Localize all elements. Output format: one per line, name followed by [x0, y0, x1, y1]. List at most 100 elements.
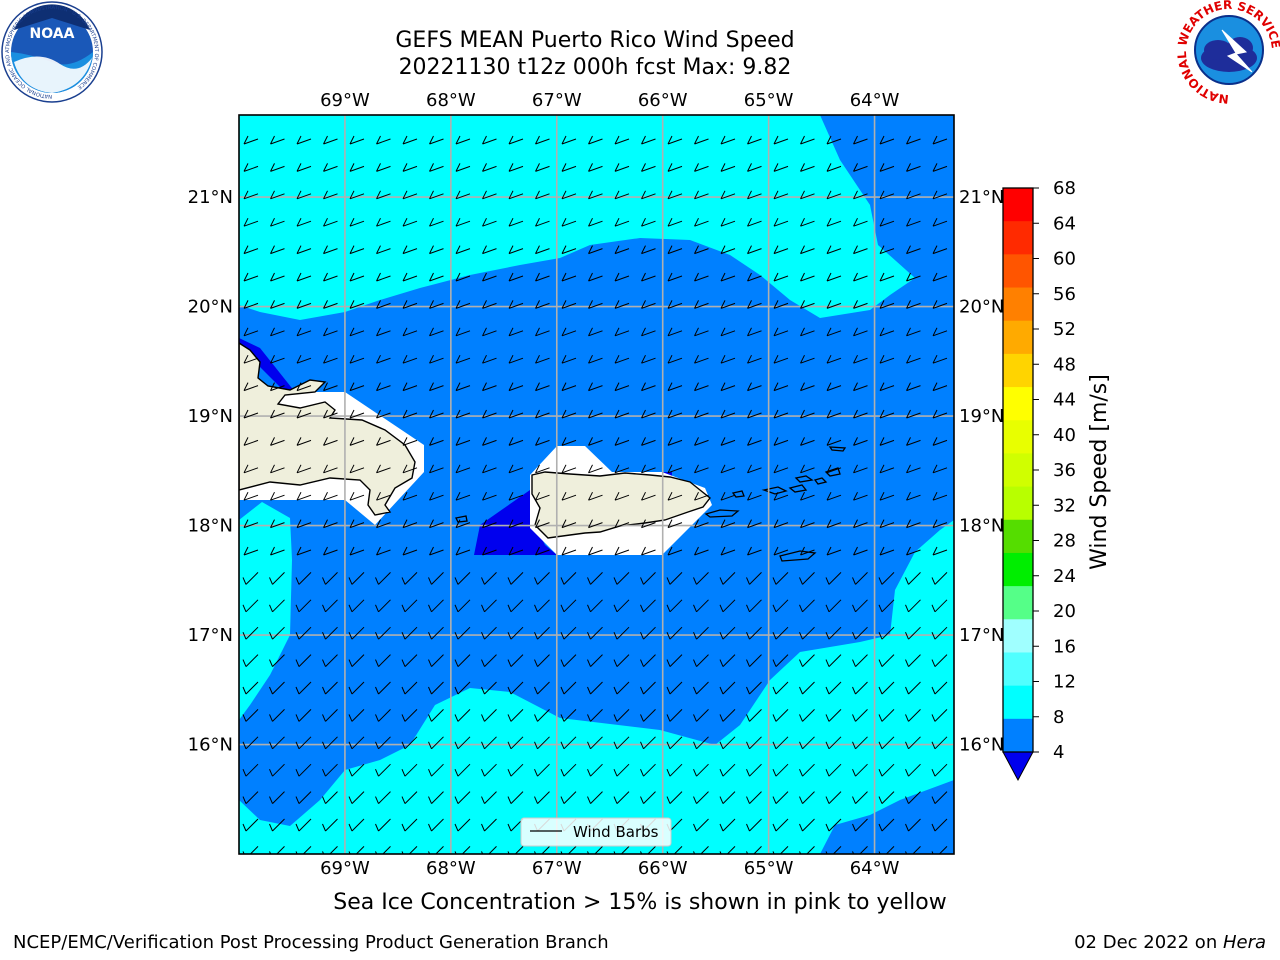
wind-barb [429, 135, 444, 145]
wind-barb [613, 846, 630, 854]
wind-barb [270, 327, 285, 337]
wind-barb [507, 572, 524, 585]
wind-barb [243, 135, 259, 145]
wind-barb [747, 327, 762, 337]
wind-barb [931, 763, 948, 777]
wind-barb [402, 272, 418, 282]
wind-barb [588, 272, 603, 282]
wind-barb [852, 681, 868, 695]
wind-barb [773, 217, 789, 227]
wind-barb [323, 382, 338, 392]
wind-barb [323, 464, 338, 474]
wind-barb [455, 409, 471, 419]
wind-barb [773, 245, 789, 255]
wind-barb [720, 546, 736, 556]
wind-barb [323, 163, 338, 172]
wind-barb [720, 327, 736, 337]
wind-barb [906, 272, 921, 282]
colorbar-tick-label: 68 [1053, 178, 1076, 199]
wind-barb [614, 245, 630, 255]
wind-barb [906, 519, 921, 529]
wind-barb [800, 519, 815, 529]
land-virgin-islands [761, 467, 841, 495]
wind-barb [535, 464, 550, 474]
wind-barb [772, 572, 789, 585]
noaa-logo-icon: NOAA NATIONAL OCEANIC AND ATMOSPHERIC AD… [1, 1, 103, 103]
lon-tick-label-top: 66°W [638, 90, 688, 111]
wind-barb [295, 626, 312, 640]
wind-barb [746, 626, 762, 640]
wind-barb [905, 599, 921, 613]
wind-barb [561, 217, 577, 227]
wind-barb [931, 654, 948, 667]
wind-barb [640, 654, 656, 667]
wind-barb [322, 626, 338, 640]
wind-barb [455, 464, 471, 474]
wind-barb [906, 163, 921, 172]
wind-barb [719, 599, 736, 613]
wind-barb [773, 491, 789, 501]
wind-barb [454, 736, 471, 750]
wind-barb [693, 736, 709, 750]
wind-barb [455, 217, 471, 227]
wind-barb [270, 464, 285, 474]
wind-barb [773, 354, 789, 364]
wind-barb [535, 382, 550, 392]
wind-barb [826, 491, 842, 501]
wind-barb [508, 519, 524, 529]
wind-barb [931, 736, 948, 750]
wind-barb [853, 300, 868, 309]
wind-barb [879, 382, 895, 392]
wind-barb [561, 409, 577, 419]
wind-barb [269, 818, 285, 832]
wind-barb [587, 736, 603, 750]
wind-barb [270, 382, 285, 392]
wind-barb [560, 572, 577, 585]
colorbar-segment [1003, 718, 1033, 753]
wind-barb [270, 519, 285, 529]
wind-barb [773, 327, 789, 337]
wind-barb [242, 709, 259, 722]
colorbar-segment [1003, 685, 1033, 720]
wind-barb [348, 846, 365, 854]
wind-barb [694, 464, 709, 474]
wind-barb [295, 681, 312, 695]
wind-barb [588, 382, 603, 392]
colorbar-tick-label: 24 [1053, 566, 1076, 587]
land-puerto-rico [531, 471, 711, 539]
wind-barb [799, 654, 815, 667]
wind-barb [640, 572, 656, 585]
wind-barb [641, 354, 656, 364]
wind-barb [481, 791, 497, 804]
wind-barb [799, 709, 815, 722]
wind-barb [428, 626, 444, 640]
lon-tick-label-top: 65°W [744, 90, 794, 111]
wind-barb [243, 163, 259, 172]
colorbar-tick-label: 32 [1053, 495, 1076, 516]
wind-barb [508, 245, 524, 255]
wind-barb [931, 709, 948, 722]
wind-barb [349, 519, 365, 529]
wind-barb [614, 327, 630, 337]
wind-barb [243, 519, 259, 529]
wind-barb [243, 217, 259, 227]
wind-barb [772, 736, 789, 750]
wind-barb [906, 382, 921, 392]
lon-tick-label-bottom: 66°W [638, 858, 688, 879]
wind-barb [799, 846, 815, 854]
wind-barb [587, 763, 603, 777]
wind-barb [826, 272, 842, 282]
wind-barb [614, 190, 630, 200]
wind-barb [640, 763, 656, 777]
wind-barb [773, 190, 789, 200]
colorbar-segment [1003, 387, 1033, 421]
wind-barb [535, 491, 550, 501]
wind-barb [747, 217, 762, 227]
wind-barb [719, 572, 736, 585]
lat-tick-label-left: 16°N [188, 735, 233, 756]
wind-barb [853, 409, 868, 419]
wind-barb [376, 245, 391, 255]
lat-tick-label-left: 21°N [188, 187, 233, 208]
wind-barb [799, 681, 815, 695]
wind-barb [906, 464, 921, 474]
